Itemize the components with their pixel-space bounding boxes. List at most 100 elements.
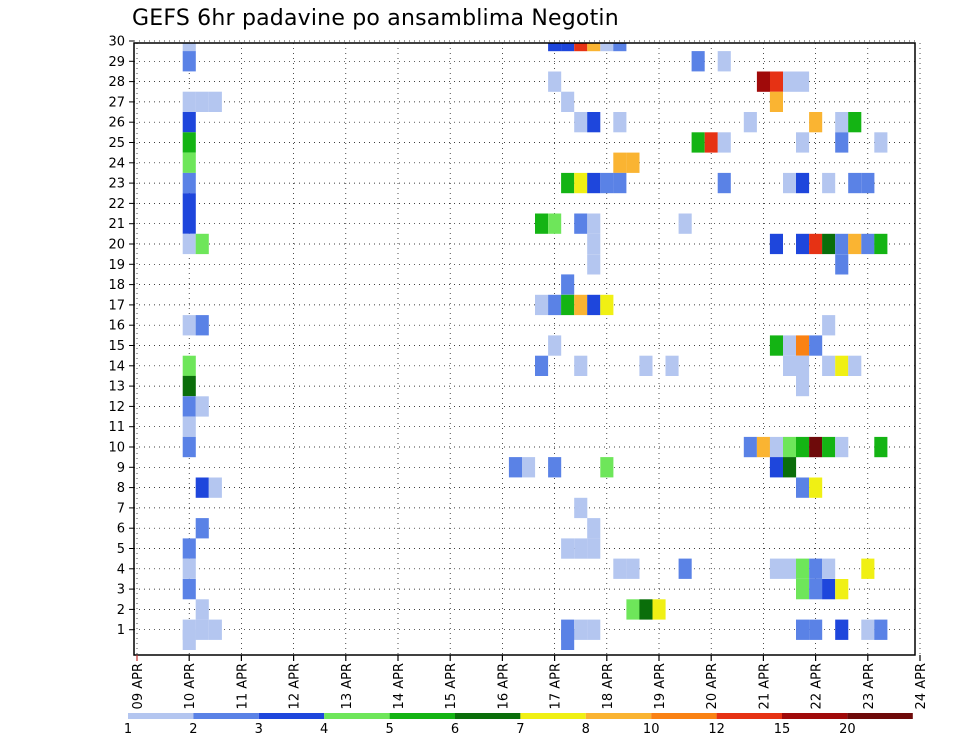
heatmap-cell: [743, 436, 757, 458]
y-tick-label: 25: [108, 136, 125, 151]
heatmap-cell: [796, 579, 810, 600]
x-tick-label: 13 APR: [340, 663, 355, 709]
heatmap-cell: [626, 599, 640, 620]
heatmap-cell: [195, 315, 209, 336]
heatmap-cell: [704, 132, 718, 153]
heatmap-cell: [587, 213, 601, 234]
heatmap-cell: [548, 213, 562, 234]
y-tick-label: 2: [117, 603, 125, 618]
x-tick-label: 11 APR: [235, 663, 250, 709]
heatmap-cell: [783, 355, 797, 376]
heatmap-cell: [182, 43, 196, 52]
y-tick-label: 5: [117, 542, 125, 557]
y-tick-label: 30: [108, 35, 125, 50]
heatmap-cell: [809, 579, 823, 600]
heatmap-cell: [769, 71, 783, 92]
heatmap-cell: [574, 497, 588, 519]
x-axis: 09 APR 10 APR 11 APR 12 APR 13 APR 14 APR 15 A…: [131, 655, 929, 709]
colorbar-label: 7: [516, 722, 524, 737]
heatmap-cell: [691, 132, 705, 153]
heatmap-cell: [756, 71, 770, 92]
heatmap-cell: [195, 91, 209, 112]
colorbar-swatch: [651, 713, 717, 719]
heatmap-cell: [208, 477, 222, 498]
heatmap-cell: [574, 619, 588, 640]
heatmap-cell: [796, 132, 810, 153]
y-tick-label: 20: [108, 238, 125, 253]
heatmap-cell: [717, 172, 731, 194]
colorbar-swatch: [585, 713, 652, 719]
heatmap-cell: [182, 579, 196, 600]
heatmap-cell: [182, 233, 196, 255]
heatmap-cell: [182, 193, 196, 214]
heatmap-cell: [561, 274, 575, 295]
heatmap-cell: [182, 51, 196, 72]
heatmap-cell: [796, 619, 810, 640]
heatmap-cell: [822, 172, 836, 194]
colorbar-label: 1: [124, 722, 132, 737]
heatmap-cell: [835, 233, 849, 255]
y-tick-label: 1: [117, 623, 125, 638]
heatmap-cell: [796, 477, 810, 498]
heatmap-cell: [561, 43, 575, 52]
colorbar-swatch: [389, 713, 455, 719]
heatmap-cell: [769, 335, 783, 356]
heatmap-cell: [561, 172, 575, 194]
colorbar-label: 6: [451, 722, 459, 737]
colorbar: 1 2 3 4 5 6 7 8 10 12 15 20: [124, 713, 913, 737]
heatmap-cell: [769, 233, 783, 255]
y-tick-label: 11: [108, 420, 125, 435]
heatmap-cell: [835, 436, 849, 458]
heatmap-cell: [652, 599, 666, 620]
heatmap-cell: [195, 599, 209, 620]
y-tick-label: 24: [108, 156, 125, 171]
heatmap-cell: [769, 558, 783, 579]
y-tick-label: 17: [108, 298, 125, 313]
heatmap-cell: [587, 112, 601, 133]
heatmap-cell: [182, 112, 196, 133]
x-tick-label: 19 APR: [653, 663, 668, 709]
heatmap-cell: [809, 335, 823, 356]
heatmap-cell: [548, 294, 562, 316]
heatmap-cell: [613, 558, 627, 579]
y-tick-label: 8: [117, 481, 125, 496]
heatmap-cell: [195, 396, 209, 417]
heatmap-cell: [613, 172, 627, 194]
plot-frame: [133, 42, 916, 656]
heatmap-cell: [548, 71, 562, 92]
y-tick-label: 28: [108, 75, 125, 90]
heatmap-cell: [182, 416, 196, 437]
heatmap-cell: [639, 355, 653, 376]
colorbar-swatch: [782, 713, 848, 719]
heatmap-cell: [861, 619, 875, 640]
heatmap-cell: [574, 112, 588, 133]
heatmap-cell: [717, 132, 731, 153]
colorbar-swatch: [520, 713, 586, 719]
colorbar-swatch: [716, 713, 782, 719]
heatmap-cell: [809, 558, 823, 579]
x-tick-label: 23 APR: [862, 663, 877, 709]
heatmap-cell: [756, 436, 770, 458]
heatmap-cell: [769, 457, 783, 478]
heatmap-cell: [587, 538, 601, 559]
heatmap-cell: [809, 112, 823, 133]
heatmap-cell: [678, 213, 692, 234]
heatmap-cell: [548, 335, 562, 356]
heatmap-cell: [835, 355, 849, 376]
x-tick-label: 21 APR: [757, 663, 772, 709]
heatmap-cell: [561, 294, 575, 316]
heatmap-cell: [783, 457, 797, 478]
heatmap-cell: [678, 558, 692, 579]
heatmap-cell: [574, 43, 588, 52]
heatmap-cell: [182, 172, 196, 194]
y-tick-label: 14: [108, 359, 125, 374]
heatmap-cell: [600, 172, 614, 194]
heatmap-cell: [783, 172, 797, 194]
heatmap-cell: [587, 233, 601, 255]
grid-layer: [134, 40, 921, 655]
colorbar-swatch: [258, 713, 325, 719]
heatmap-cell: [796, 172, 810, 194]
colorbar-swatch: [847, 713, 913, 719]
heatmap-cell: [861, 172, 875, 194]
